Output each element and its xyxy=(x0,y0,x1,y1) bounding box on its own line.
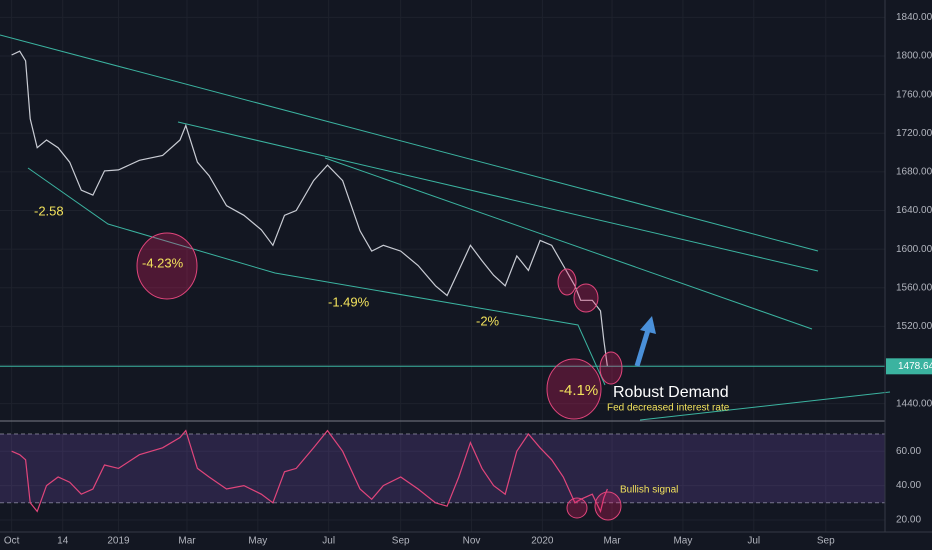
ellipse xyxy=(546,358,602,420)
annotation: -1.49% xyxy=(328,294,370,309)
x-tick-label: May xyxy=(248,536,267,547)
annotation: -2% xyxy=(476,313,500,328)
trendlines xyxy=(0,34,891,421)
y-tick-label: 1680.00 xyxy=(896,167,932,178)
y-tick-label: 40.00 xyxy=(896,480,921,491)
trendline xyxy=(177,121,819,272)
annotation: Fed decreased interest rate xyxy=(607,403,730,414)
arrow xyxy=(634,316,656,367)
y-tick-label: 1800.00 xyxy=(896,51,932,62)
ellipse xyxy=(557,268,577,296)
x-tick-label: Sep xyxy=(392,536,410,547)
ellipse xyxy=(136,232,198,300)
y-tick-label: 60.00 xyxy=(896,446,921,457)
highlights xyxy=(136,232,623,521)
rsi-band xyxy=(0,434,885,503)
y-tick-label: 1520.00 xyxy=(896,321,932,332)
x-tick-label: 2019 xyxy=(107,536,130,547)
ellipse xyxy=(566,497,588,519)
ellipse xyxy=(573,283,599,313)
x-tick-label: 14 xyxy=(57,536,69,547)
ellipse xyxy=(599,351,623,385)
y-tick-label: 1640.00 xyxy=(896,205,932,216)
x-tick-label: Nov xyxy=(463,536,481,547)
arrow-head xyxy=(640,316,656,334)
plot xyxy=(0,50,885,514)
y-tick-label: 1440.00 xyxy=(896,398,932,409)
y-tick-label: 1600.00 xyxy=(896,244,932,255)
y-tick-label: 20.00 xyxy=(896,515,921,526)
ellipse xyxy=(594,491,622,521)
grid xyxy=(0,0,885,532)
x-tick-label: Mar xyxy=(603,536,621,547)
y-tick-label: 1760.00 xyxy=(896,89,932,100)
x-tick-label: Mar xyxy=(178,536,196,547)
trendline xyxy=(27,167,606,386)
last-price-tag xyxy=(886,358,932,375)
annotation: Robust Demand xyxy=(613,384,729,401)
arrow-shaft xyxy=(634,329,651,367)
trendline xyxy=(0,34,819,252)
series-line xyxy=(11,50,608,367)
last-price-label: 1478.64 xyxy=(898,361,932,372)
x-tick-label: Jul xyxy=(322,536,335,547)
x-tick-label: 2020 xyxy=(531,536,554,547)
x-tick-label: Jul xyxy=(747,536,760,547)
annotation: -4.23% xyxy=(142,255,184,270)
y-tick-label: 1720.00 xyxy=(896,128,932,139)
x-tick-label: Sep xyxy=(817,536,835,547)
annotation: Bullish signal xyxy=(620,485,678,496)
y-tick-label: 1560.00 xyxy=(896,282,932,293)
x-tick-label: Oct xyxy=(4,536,20,547)
annotation: -2.58 xyxy=(34,203,64,218)
y-tick-label: 1840.00 xyxy=(896,12,932,23)
x-tick-label: May xyxy=(673,536,692,547)
trendline xyxy=(324,157,813,330)
trendline xyxy=(639,391,891,421)
annotation: -4.1% xyxy=(559,382,598,399)
series-line xyxy=(11,429,608,514)
